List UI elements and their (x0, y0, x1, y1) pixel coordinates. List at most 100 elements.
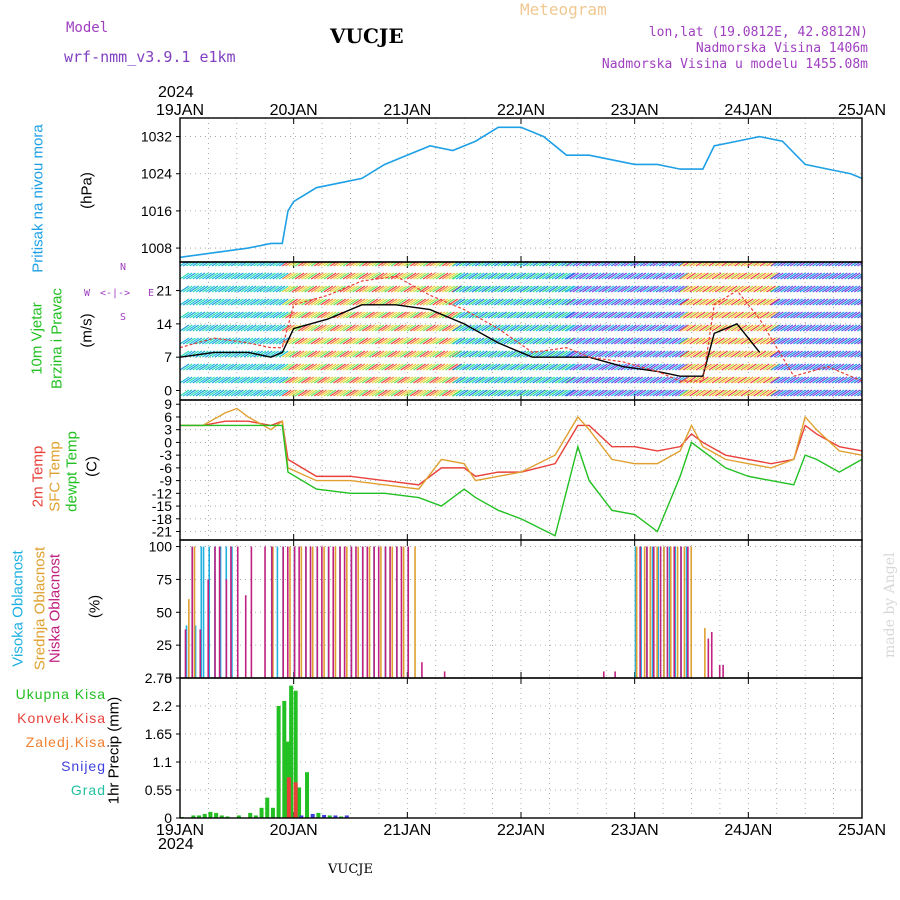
wind-barb (497, 285, 507, 293)
wind-barb (737, 363, 748, 371)
wind-barb (484, 298, 495, 306)
wind-barb (349, 311, 359, 319)
wind-barb (679, 363, 690, 371)
wind-barb (323, 298, 334, 306)
wind-barb (448, 337, 459, 345)
wind-barb (705, 262, 713, 267)
wind-barb (639, 262, 648, 267)
year-bottom: 2024 (158, 836, 194, 853)
cloud-bar (421, 662, 423, 678)
wind-barb (227, 285, 238, 293)
wind-barb (384, 376, 395, 384)
wind-barb (189, 298, 199, 306)
wind-barb (737, 376, 748, 384)
wind-barb (727, 337, 738, 345)
wind-barb (230, 376, 241, 384)
wind-barb (841, 363, 851, 371)
wind-barb (591, 298, 602, 306)
wind-barb (561, 298, 571, 306)
wind-barb (484, 363, 495, 371)
precip-bar (299, 815, 304, 818)
wind-barb (381, 350, 391, 358)
wind-barb (607, 389, 618, 397)
wind-barb (471, 376, 482, 384)
wind-barb (591, 311, 602, 319)
cloud-bar (646, 546, 648, 678)
wind-barb (403, 389, 414, 397)
wind-barb (221, 389, 231, 397)
wind-barb (766, 311, 776, 319)
wind-barb (465, 363, 475, 371)
wind-barb (724, 350, 735, 358)
wind-barb (516, 311, 527, 319)
wind-barb (796, 311, 806, 319)
wind-barb (626, 285, 637, 293)
wind-barb (269, 311, 279, 319)
cloud-bar (640, 546, 642, 678)
wind-barb (526, 262, 534, 267)
wind-barb (604, 350, 615, 358)
wind-barb (484, 285, 495, 293)
wind-barb (522, 262, 531, 267)
wind-barb (831, 389, 842, 397)
wind-barb (658, 389, 669, 397)
wind-barb (561, 389, 571, 397)
wind-barb (349, 376, 359, 384)
wind-barb (313, 376, 324, 384)
wind-barb (686, 350, 696, 358)
wind-barb (393, 376, 404, 384)
wind-barb (591, 389, 602, 397)
wind-barb (753, 311, 764, 319)
y-tick-label: -6 (160, 460, 173, 476)
wind-barb (419, 285, 430, 293)
wind-barb (471, 272, 482, 280)
wind-barb (699, 337, 709, 345)
wind-barb (721, 376, 732, 384)
wind-barb (365, 363, 375, 371)
wind-barb (598, 285, 608, 293)
wind-barb (610, 298, 621, 306)
wind-barb (452, 272, 463, 280)
wind-barb (766, 298, 776, 306)
wind-mean-line (179, 304, 761, 377)
wind-barb (358, 363, 369, 371)
wind-barb (526, 376, 536, 384)
wind-barb (275, 389, 286, 397)
wind-barb (646, 298, 656, 306)
precip-bar (282, 700, 287, 818)
wind-barb (529, 389, 539, 397)
wind-barb (497, 262, 505, 267)
wind-barb (793, 272, 803, 280)
wind-barb (655, 376, 666, 384)
precip-bar (202, 813, 207, 818)
wind-barb (320, 324, 331, 332)
wind-barb (468, 337, 479, 345)
wind-barb (313, 350, 324, 358)
wind-barb (786, 311, 797, 319)
wind-barb (250, 262, 258, 267)
wind-barb (468, 389, 479, 397)
cloud-bar (289, 546, 291, 678)
y-tick-label: 1008 (141, 240, 172, 256)
wind-barb (339, 262, 347, 267)
wind-barb (692, 285, 703, 293)
wind-barb (361, 350, 372, 358)
wind-barb (630, 363, 640, 371)
wind-barb (582, 376, 592, 384)
wind-barb (240, 298, 251, 306)
wind-barb (715, 350, 725, 358)
wind-barb (317, 262, 325, 267)
cloud-bar (282, 546, 285, 678)
wind-barb (390, 376, 401, 384)
wind-barb (636, 272, 647, 280)
wind-barb (626, 311, 637, 319)
cloud-bar (272, 546, 274, 678)
cloud-bar (184, 629, 187, 678)
wind-barb (617, 337, 627, 345)
wind-barb (702, 363, 712, 371)
wind-barb (554, 285, 565, 293)
wind-barb (695, 285, 706, 293)
wind-barb (532, 337, 543, 345)
wind-barb (291, 285, 302, 293)
station-title: VUCJE (330, 24, 404, 48)
